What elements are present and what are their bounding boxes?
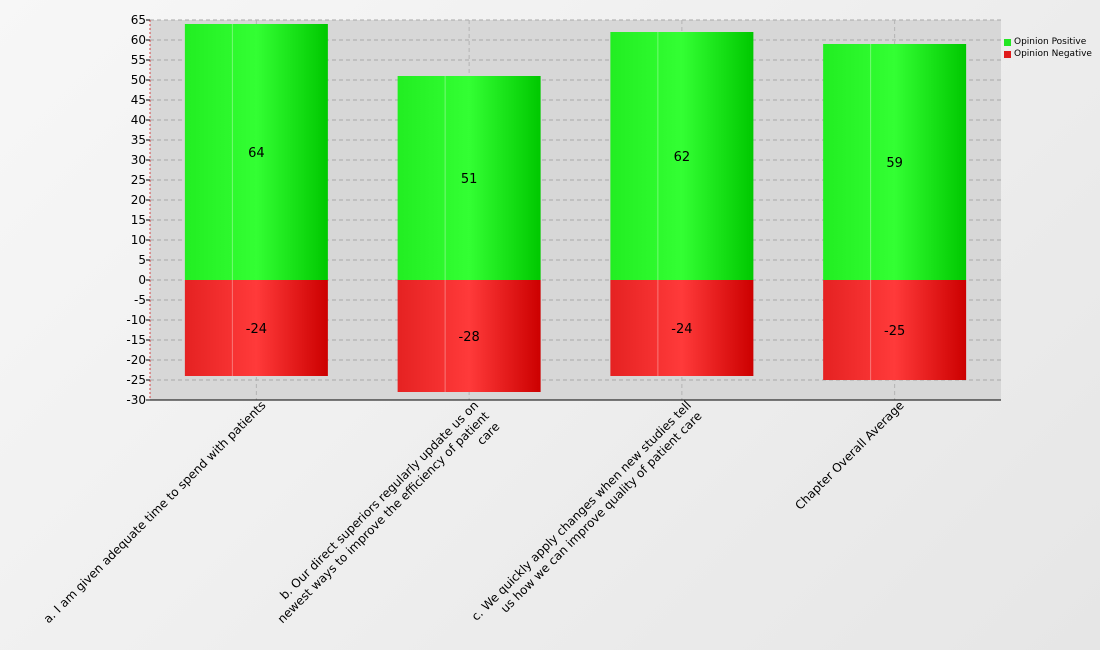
y-tick-label: 25 bbox=[131, 173, 146, 187]
y-tick-label: -20 bbox=[126, 353, 146, 367]
bar-positive bbox=[184, 24, 328, 280]
y-tick-label: 0 bbox=[138, 273, 146, 287]
y-tick-label: -5 bbox=[134, 293, 146, 307]
x-tick-label-line: Chapter Overall Average bbox=[792, 398, 906, 512]
data-label: 62 bbox=[674, 150, 691, 165]
y-tick-label: 45 bbox=[131, 93, 146, 107]
bars: 64 51 62 59 -24 -28 -24 -25 bbox=[184, 24, 967, 392]
x-tick-label-line: b. Our direct superiors regularly update… bbox=[277, 398, 481, 602]
data-label: -28 bbox=[459, 330, 480, 345]
x-tick-label: c. We quickly apply changes when new stu… bbox=[469, 398, 705, 623]
y-axis-ticks: -30 -25 -20 -15 -10 -5 0 5 10 15 20 25 30 35 40 45 50 55 6… bbox=[126, 13, 150, 407]
data-label: 51 bbox=[461, 172, 478, 187]
data-label: -24 bbox=[246, 322, 267, 337]
y-tick-label: -15 bbox=[126, 333, 146, 347]
bar-positive bbox=[823, 44, 967, 280]
x-tick-label-line: c. We quickly apply changes when new stu… bbox=[469, 398, 694, 623]
legend-swatch-negative bbox=[1004, 50, 1011, 58]
y-tick-label: 50 bbox=[131, 73, 146, 87]
y-tick-label: 5 bbox=[138, 253, 146, 267]
x-tick-label: b. Our direct superiors regularly update… bbox=[275, 398, 503, 626]
bar-negative bbox=[184, 280, 328, 376]
bar-negative bbox=[610, 280, 754, 376]
y-tick-label: -25 bbox=[126, 373, 146, 387]
data-label: 64 bbox=[248, 146, 265, 161]
bar-positive bbox=[610, 32, 754, 280]
x-tick-label: a. I am given adequate time to spend wit… bbox=[41, 398, 269, 626]
y-tick-label: 40 bbox=[131, 113, 146, 127]
x-tick-label: Chapter Overall Average bbox=[792, 398, 906, 512]
y-tick-label: 35 bbox=[131, 133, 146, 147]
legend: Opinion Positive Opinion Negative bbox=[1004, 36, 1092, 60]
x-tick-label-line: a. I am given adequate time to spend wit… bbox=[41, 398, 269, 626]
y-tick-label: -10 bbox=[126, 313, 146, 327]
bar-positive bbox=[397, 76, 541, 280]
bar-negative bbox=[823, 280, 967, 380]
legend-item-negative: Opinion Negative bbox=[1004, 48, 1092, 60]
y-tick-label: 60 bbox=[131, 33, 146, 47]
legend-swatch-positive bbox=[1004, 38, 1011, 46]
legend-label-positive: Opinion Positive bbox=[1014, 37, 1087, 47]
legend-item-positive: Opinion Positive bbox=[1004, 36, 1092, 48]
x-tick-label-line: us how we can improve quality of patient… bbox=[498, 409, 705, 616]
y-tick-label: -30 bbox=[126, 393, 146, 407]
data-label: -25 bbox=[884, 324, 905, 339]
y-tick-label: 30 bbox=[131, 153, 146, 167]
x-tick-label-line: newest ways to improve the efficiency of… bbox=[275, 409, 492, 626]
data-label: 59 bbox=[886, 156, 903, 171]
bar-negative bbox=[397, 280, 541, 392]
y-tick-label: 15 bbox=[131, 213, 146, 227]
y-tick-label: 65 bbox=[131, 13, 146, 27]
y-tick-label: 55 bbox=[131, 53, 146, 67]
axes bbox=[149, 20, 1001, 401]
data-label: -24 bbox=[671, 322, 692, 337]
legend-label-negative: Opinion Negative bbox=[1014, 49, 1092, 59]
y-tick-label: 10 bbox=[131, 233, 146, 247]
x-axis-labels: a. I am given adequate time to spend wit… bbox=[41, 398, 907, 626]
y-tick-label: 20 bbox=[131, 193, 146, 207]
